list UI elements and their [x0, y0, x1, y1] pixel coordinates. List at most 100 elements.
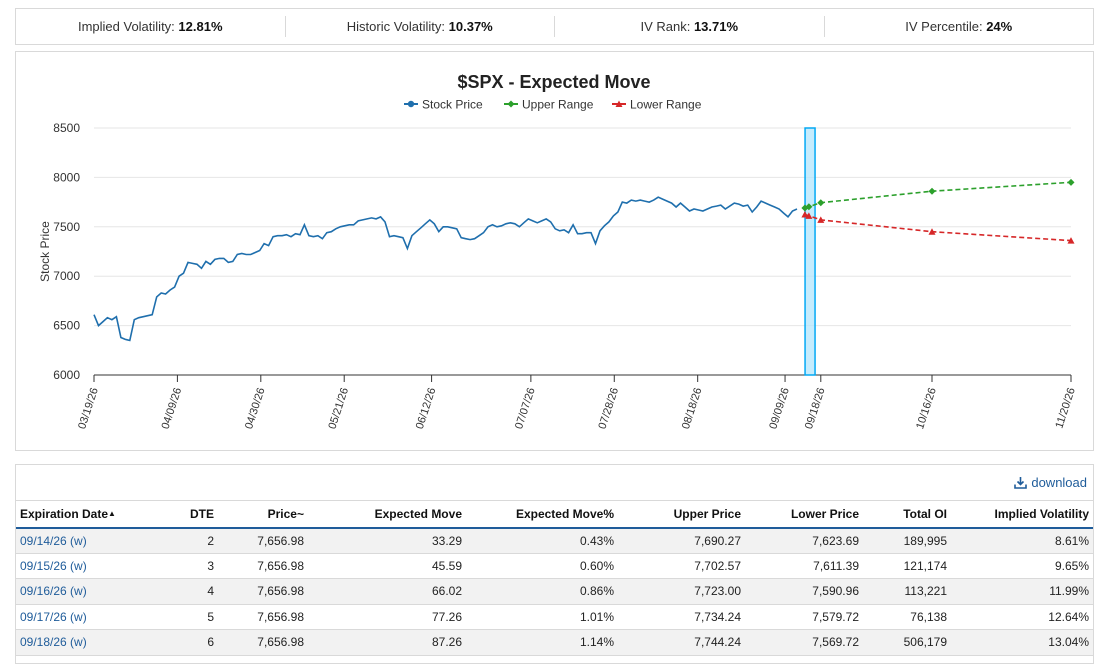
lower-range-point	[1067, 237, 1075, 244]
cell-total-oi: 76,138	[863, 604, 951, 630]
cell-expected-move-pct: 0.43%	[466, 527, 618, 554]
cell-lower-price: 7,569.72	[745, 629, 863, 656]
expected-move-table: Expiration Date▲ DTE Price~ Expected Mov…	[16, 500, 1093, 656]
legend-label: Upper Range	[522, 98, 594, 112]
cell-implied-volatility: 8.61%	[951, 527, 1093, 554]
cell-upper-price: 7,723.00	[618, 578, 745, 605]
stat-label: Historic Volatility:	[346, 19, 446, 34]
cell-price: 7,656.98	[218, 527, 308, 554]
cell-expected-move: 45.59	[308, 553, 466, 579]
legend-marker	[407, 100, 415, 108]
upper-range-point	[817, 199, 825, 207]
y-axis-label: Stock Price	[38, 221, 52, 282]
cell-dte: 3	[131, 553, 218, 579]
col-dte[interactable]: DTE	[131, 500, 218, 529]
table-row: 09/17/26 (w) 5 7,656.98 77.26 1.01% 7,73…	[16, 604, 1093, 630]
highlight-band	[804, 127, 816, 376]
lower-range-point	[817, 216, 825, 223]
cell-total-oi: 121,174	[863, 553, 951, 579]
stat-iv-percentile: IV Percentile: 24%	[825, 16, 1094, 37]
x-tick-label: 09/09/26	[767, 386, 792, 430]
expiration-link[interactable]: 09/17/26 (w)	[20, 609, 87, 624]
stat-value: 13.71%	[693, 19, 739, 34]
x-tick-label: 11/20/26	[1053, 386, 1077, 430]
upper-range-point	[1067, 178, 1075, 186]
expiration-link[interactable]: 09/14/26 (w)	[20, 533, 87, 548]
stat-value: 10.37%	[448, 19, 493, 34]
download-label: download	[1031, 475, 1087, 490]
col-total-oi[interactable]: Total OI	[863, 500, 951, 529]
y-tick-label: 7500	[53, 220, 80, 234]
cell-upper-price: 7,734.24	[618, 604, 745, 630]
lower-range-point	[805, 212, 813, 219]
cell-implied-volatility: 12.64%	[951, 604, 1093, 630]
cell-implied-volatility: 13.04%	[951, 629, 1093, 656]
table-row: 09/16/26 (w) 4 7,656.98 66.02 0.86% 7,72…	[16, 578, 1093, 605]
cell-upper-price: 7,690.27	[618, 527, 745, 554]
y-tick-label: 8000	[53, 170, 80, 184]
col-expected-move-pct[interactable]: Expected Move%	[466, 500, 618, 529]
sort-asc-icon: ▲	[108, 508, 116, 518]
stat-iv-rank: IV Rank: 13.71%	[555, 16, 825, 37]
y-tick-label: 8500	[53, 121, 80, 135]
legend-label: Stock Price	[422, 98, 483, 112]
cell-total-oi: 113,221	[863, 578, 951, 605]
x-tick-label: 07/07/26	[513, 386, 538, 430]
cell-lower-price: 7,579.72	[745, 604, 863, 630]
y-tick-label: 6500	[53, 319, 80, 333]
stock-price-line	[93, 196, 798, 342]
stat-label: IV Percentile:	[905, 19, 983, 34]
cell-expected-move-pct: 1.01%	[466, 604, 618, 630]
x-tick-label: 09/18/26	[803, 386, 828, 430]
cell-expected-move-pct: 0.60%	[466, 553, 618, 579]
x-tick-label: 08/18/26	[680, 386, 705, 430]
table-row: 09/18/26 (w) 6 7,656.98 87.26 1.14% 7,74…	[16, 629, 1093, 656]
cell-price: 7,656.98	[218, 553, 308, 579]
x-tick-label: 10/16/26	[914, 386, 939, 430]
download-button[interactable]: download	[1014, 475, 1087, 490]
cell-expected-move: 33.29	[308, 527, 466, 554]
x-tick-label: 07/28/26	[596, 386, 621, 430]
col-price[interactable]: Price~	[218, 500, 308, 529]
cell-dte: 4	[131, 578, 218, 605]
lower-range-point	[801, 211, 809, 218]
cell-lower-price: 7,611.39	[745, 553, 863, 579]
cell-upper-price: 7,744.24	[618, 629, 745, 656]
cell-expected-move-pct: 1.14%	[466, 629, 618, 656]
col-lower-price[interactable]: Lower Price	[745, 500, 863, 529]
col-upper-price[interactable]: Upper Price	[618, 500, 745, 529]
lower-range-line	[804, 213, 1072, 242]
x-tick-label: 04/30/26	[243, 386, 268, 430]
cell-dte: 6	[131, 629, 218, 656]
cell-expected-move: 87.26	[308, 629, 466, 656]
chart-title: $SPX - Expected Move	[457, 72, 650, 92]
cell-expected-move-pct: 0.86%	[466, 578, 618, 605]
expected-move-table-panel: download Expiration Date▲ DTE Price~ Exp…	[15, 464, 1094, 664]
legend-marker	[615, 100, 623, 107]
x-tick-label: 06/12/26	[414, 386, 439, 430]
expiration-link[interactable]: 09/15/26 (w)	[20, 558, 87, 573]
col-expected-move[interactable]: Expected Move	[308, 500, 466, 529]
expiration-link[interactable]: 09/18/26 (w)	[20, 635, 87, 650]
cell-upper-price: 7,702.57	[618, 553, 745, 579]
x-tick-label: 05/21/26	[326, 386, 351, 430]
upper-range-point	[928, 187, 936, 195]
table-row: 09/14/26 (w) 2 7,656.98 33.29 0.43% 7,69…	[16, 527, 1093, 554]
upper-range-line	[804, 181, 1072, 209]
col-expiration-date[interactable]: Expiration Date▲	[16, 500, 131, 529]
legend-marker	[507, 100, 515, 108]
cell-lower-price: 7,590.96	[745, 578, 863, 605]
download-icon	[1014, 477, 1028, 489]
y-tick-label: 6000	[53, 368, 80, 382]
cell-price: 7,656.98	[218, 578, 308, 605]
upper-range-point	[805, 203, 813, 211]
expiration-link[interactable]: 09/16/26 (w)	[20, 584, 87, 599]
cell-price: 7,656.98	[218, 604, 308, 630]
cell-expected-move: 77.26	[308, 604, 466, 630]
cell-implied-volatility: 9.65%	[951, 553, 1093, 579]
stat-value: 24%	[986, 19, 1013, 34]
col-implied-volatility[interactable]: Implied Volatility	[951, 500, 1093, 529]
stat-label: Implied Volatility:	[77, 19, 175, 34]
legend-label: Lower Range	[630, 98, 702, 112]
cell-total-oi: 506,179	[863, 629, 951, 656]
